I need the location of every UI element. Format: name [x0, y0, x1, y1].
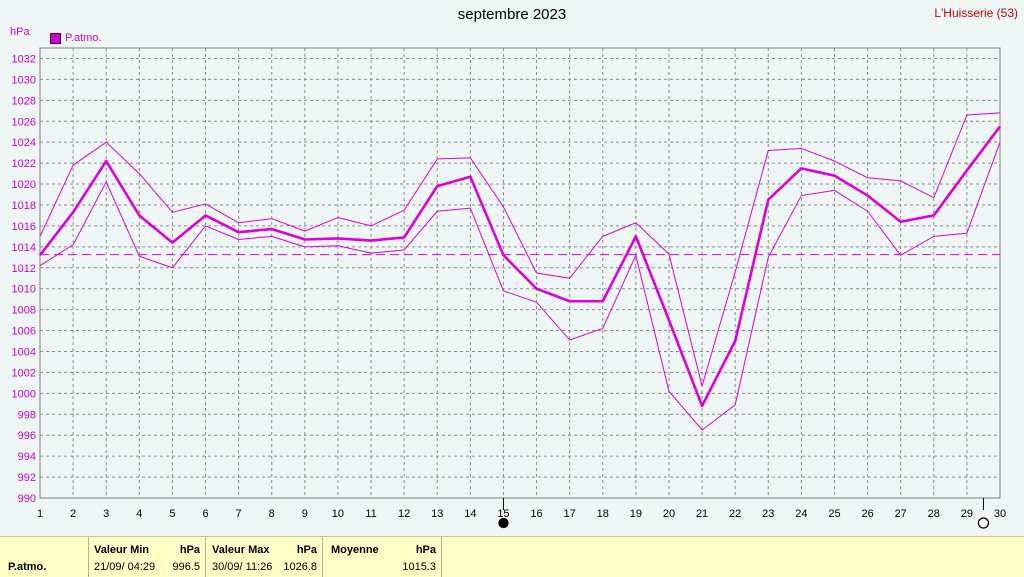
y-tick-label: 992 — [18, 472, 36, 484]
x-tick-label: 29 — [961, 508, 973, 520]
x-tick-label: 13 — [431, 508, 443, 520]
x-tick-label: 15 — [497, 508, 509, 520]
moon-markers — [498, 498, 990, 529]
x-tick-label: 11 — [365, 508, 376, 520]
avg-header: Moyenne — [331, 544, 379, 556]
x-tick-label: 2 — [70, 508, 76, 520]
x-tick-label: 19 — [630, 508, 642, 520]
legend-label: P.atmo. — [65, 32, 102, 44]
location-label: L'Huisserie (53) — [934, 6, 1018, 20]
y-tick-label: 1020 — [12, 179, 36, 191]
y-tick-label: 1002 — [12, 367, 36, 379]
min-unit: hPa — [179, 544, 200, 556]
x-tick-label: 27 — [895, 508, 907, 520]
chart-title: septembre 2023 — [457, 6, 567, 23]
max-unit: hPa — [296, 544, 317, 556]
x-tick-label: 18 — [597, 508, 609, 520]
y-tick-label: 994 — [18, 451, 36, 463]
series-line-high — [39, 112, 1001, 387]
y-tick-label: 1028 — [12, 95, 36, 107]
legend: P.atmo. — [50, 32, 102, 44]
y-tick-label: 990 — [18, 493, 36, 505]
new-moon-icon — [498, 517, 509, 529]
x-tick-label: 24 — [795, 508, 807, 520]
x-tick-label: 4 — [136, 508, 142, 520]
y-tick-label: 1016 — [12, 221, 36, 233]
legend-swatch — [50, 32, 61, 44]
max-block: Valeur Max hPa 30/09/ 11:26 1026.8 — [205, 537, 322, 577]
min-block: Valeur Min hPa 21/09/ 04:29 996.5 — [88, 537, 205, 577]
y-tick-label: 1012 — [12, 263, 36, 275]
max-datetime: 30/09/ 11:26 — [212, 561, 273, 573]
y-tick-label: 1024 — [12, 137, 36, 149]
min-value: 996.5 — [172, 561, 200, 573]
x-tick-label: 1 — [37, 508, 43, 520]
avg-value: 1015.3 — [402, 561, 436, 573]
x-tick-label: 23 — [762, 508, 774, 520]
x-tick-label: 3 — [103, 508, 109, 520]
x-tick-label: 10 — [332, 508, 344, 520]
y-tick-label: 1032 — [12, 53, 36, 65]
y-tick-label: 996 — [18, 430, 36, 442]
y-unit-label: hPa — [10, 26, 30, 38]
x-tick-label: 22 — [729, 508, 741, 520]
series-group — [38, 112, 1002, 431]
x-tick-label: 17 — [564, 508, 576, 520]
x-tick-label: 14 — [464, 508, 476, 520]
min-header: Valeur Min — [94, 544, 150, 556]
y-tick-label: 1010 — [12, 284, 36, 296]
x-tick-label: 21 — [696, 508, 708, 520]
y-tick-label: 1026 — [12, 116, 36, 128]
x-axis: 1 2 3 4 5 6 7 8 9 10 11 12 13 14 15 16 17 18 19 20 21 22 23 24 2… — [37, 508, 1006, 520]
full-moon-icon — [977, 517, 990, 529]
y-tick-label: 1008 — [12, 305, 36, 317]
x-tick-label: 8 — [269, 508, 275, 520]
y-axis: 990 992 994 996 998 1000 1002 1004 1006 1008 1010 1… — [12, 53, 36, 505]
x-tick-label: 9 — [302, 508, 308, 520]
x-tick-label: 12 — [398, 508, 410, 520]
series-line-mean — [38, 125, 1002, 408]
y-tick-label: 1018 — [12, 200, 36, 212]
x-tick-label: 28 — [928, 508, 940, 520]
y-tick-label: 1022 — [12, 158, 36, 170]
x-tick-label: 5 — [169, 508, 175, 520]
footer-series-label: P.atmo. — [8, 561, 47, 573]
x-tick-label: 30 — [994, 508, 1006, 520]
y-tick-label: 1014 — [12, 242, 36, 254]
min-datetime: 21/09/ 04:29 — [94, 561, 156, 573]
y-tick-label: 1000 — [12, 388, 36, 400]
max-value: 1026.8 — [283, 561, 317, 573]
x-tick-label: 20 — [663, 508, 675, 520]
y-tick-label: 1004 — [12, 346, 36, 358]
y-tick-label: 1030 — [12, 74, 36, 86]
series-line-low — [39, 142, 1001, 431]
avg-block: Moyenne hPa 1015.3 — [322, 537, 442, 577]
avg-unit: hPa — [415, 544, 436, 556]
y-tick-label: 998 — [18, 409, 36, 421]
x-tick-label: 16 — [530, 508, 542, 520]
y-tick-label: 1006 — [12, 326, 36, 338]
x-tick-label: 26 — [861, 508, 873, 520]
x-tick-label: 7 — [236, 508, 242, 520]
stats-footer: P.atmo. Valeur Min hPa 21/09/ 04:29 996.… — [0, 536, 1024, 577]
x-tick-label: 25 — [828, 508, 840, 520]
pressure-chart: 9909929949969981000100210041006100810101… — [12, 47, 1006, 529]
max-header: Valeur Max — [212, 544, 270, 556]
x-tick-label: 6 — [202, 508, 208, 520]
